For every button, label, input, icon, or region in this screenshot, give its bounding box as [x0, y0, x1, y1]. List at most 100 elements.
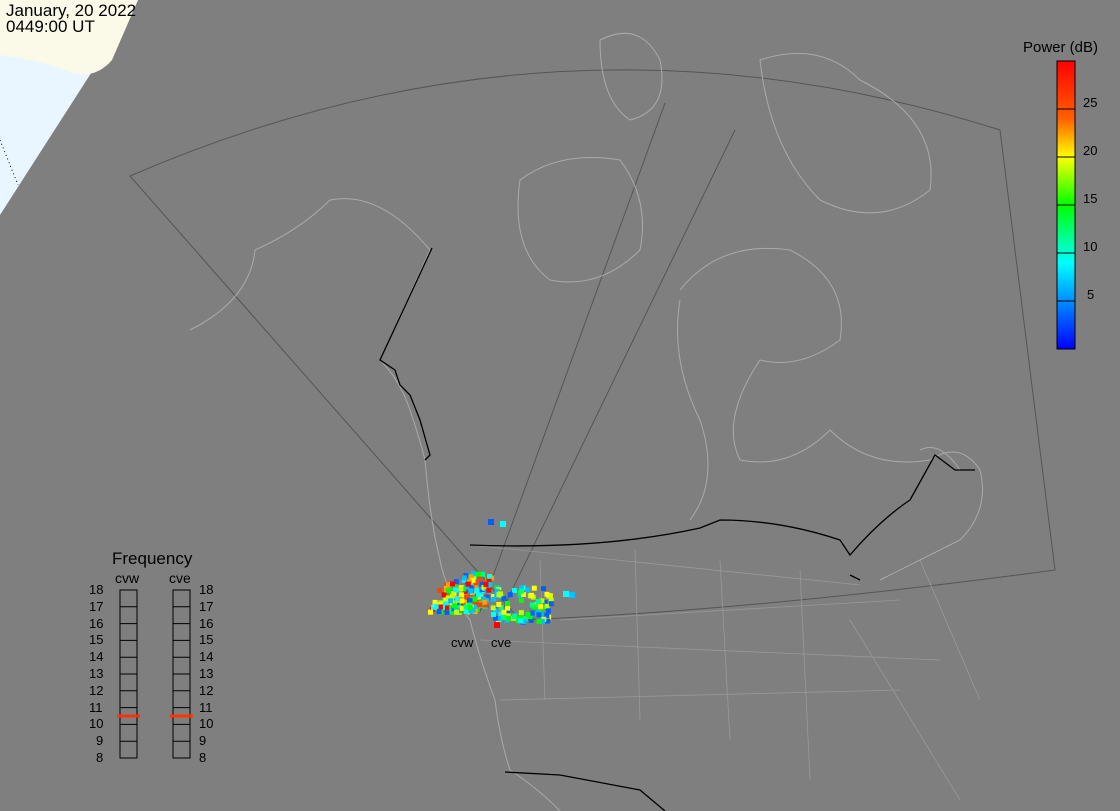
scatter-cell	[518, 585, 524, 591]
scatter-cell	[539, 598, 545, 604]
scatter-cell	[536, 607, 542, 613]
scatter-cell	[487, 573, 493, 579]
scatter-cell	[484, 594, 490, 600]
scatter-cell	[511, 588, 517, 593]
scatter-cell	[491, 596, 497, 602]
scatter-cell	[446, 582, 451, 588]
scatter-cell	[475, 571, 481, 577]
scatter-cell	[538, 604, 543, 610]
scatter-cell	[498, 605, 504, 611]
scatter-cell	[488, 519, 494, 525]
scatter-cell	[505, 605, 511, 611]
scatter-cell	[482, 622, 488, 628]
scatter-cell	[444, 609, 450, 615]
scatter-cell	[518, 597, 524, 603]
frequency-scale-label: 10	[199, 716, 214, 732]
scatter-cell	[569, 592, 575, 598]
scatter-cell	[449, 593, 455, 599]
scatter-cell	[453, 609, 459, 615]
scatter-cell	[437, 587, 443, 593]
scatter-cell	[518, 613, 524, 619]
scatter-cell	[459, 598, 465, 604]
scatter-cell	[529, 602, 535, 608]
scatter-cell	[525, 611, 531, 617]
frequency-scale-label: 9	[199, 733, 207, 749]
frequency-scale-label: 12	[89, 682, 104, 698]
scatter-cell	[501, 609, 507, 615]
scatter-cell	[468, 574, 474, 580]
scatter-cell	[490, 605, 496, 611]
scatter-cell	[467, 605, 473, 611]
colorbar-tick: 20	[1083, 143, 1098, 158]
scatter-cell	[505, 615, 511, 621]
scatter-cell	[437, 604, 443, 610]
scatter-cell	[529, 610, 535, 616]
frequency-scale-label: 12	[199, 682, 214, 698]
frequency-scale-label: 15	[199, 632, 214, 648]
scatter-cell	[480, 571, 485, 577]
scatter-cell	[544, 591, 550, 597]
scatter-cell	[501, 615, 507, 620]
radar-scatter	[428, 519, 575, 628]
scatter-cell	[483, 582, 489, 588]
scatter-cell	[460, 606, 466, 612]
scatter-cell	[521, 619, 527, 624]
scatter-cell	[498, 616, 503, 622]
colorbar-tick: 25	[1083, 95, 1098, 110]
frequency-scale-label: 10	[89, 716, 104, 732]
scatter-cell	[465, 588, 471, 594]
scatter-cell	[479, 588, 485, 594]
scatter-cell	[548, 597, 554, 603]
scatter-cell	[461, 586, 467, 592]
scatter-cell	[504, 601, 510, 606]
scatter-cell	[468, 588, 474, 594]
scatter-cell	[428, 609, 433, 615]
scatter-cell	[541, 586, 546, 592]
scatter-cell	[464, 594, 470, 600]
scatter-cell	[531, 585, 537, 591]
colorbar-tick: 10	[1083, 239, 1098, 254]
daylight-land	[0, 0, 138, 75]
scatter-cell	[518, 610, 524, 616]
frequency-indicator	[117, 589, 193, 759]
scatter-cell	[451, 590, 457, 596]
frequency-scale-label: 15	[89, 632, 104, 648]
scatter-cell	[494, 588, 500, 594]
frequency-scale-label: 16	[199, 615, 214, 631]
colorbar-tick-lines	[1057, 108, 1075, 302]
scatter-cell	[500, 521, 506, 527]
scatter-cell	[465, 581, 471, 587]
frequency-scale-label: 9	[96, 733, 104, 749]
scatter-cell	[450, 606, 456, 612]
scatter-cell	[486, 587, 492, 593]
scatter-cell	[501, 596, 507, 601]
scatter-cell	[476, 576, 482, 582]
colorbar-title: Power (dB)	[1023, 39, 1099, 56]
scatter-cell	[452, 584, 458, 590]
frequency-scale-label: 11	[89, 699, 103, 715]
scatter-cell	[474, 603, 479, 609]
scatter-cell	[436, 609, 442, 615]
scatter-cell	[482, 602, 488, 608]
scatter-cell	[528, 617, 534, 623]
scatter-cell	[494, 622, 500, 628]
scatter-cell	[443, 601, 449, 607]
scatter-cell	[563, 591, 569, 597]
scatter-cell	[497, 591, 503, 597]
scatter-cell	[472, 584, 478, 590]
scatter-cell	[472, 596, 478, 602]
scatter-cell	[518, 618, 524, 624]
scatter-cell	[463, 609, 469, 615]
scatter-cell	[512, 614, 517, 620]
frequency-scale-label: 14	[89, 649, 104, 665]
scatter-cell	[467, 598, 473, 604]
scatter-cell	[522, 616, 528, 622]
scatter-cell	[454, 596, 460, 602]
frequency-scale-label: 16	[89, 615, 104, 631]
scatter-cell	[453, 587, 459, 593]
frequency-radar-cve: cve	[169, 570, 191, 586]
scatter-cell	[505, 609, 511, 615]
scatter-cell	[481, 585, 487, 590]
scatter-cell	[441, 592, 447, 598]
